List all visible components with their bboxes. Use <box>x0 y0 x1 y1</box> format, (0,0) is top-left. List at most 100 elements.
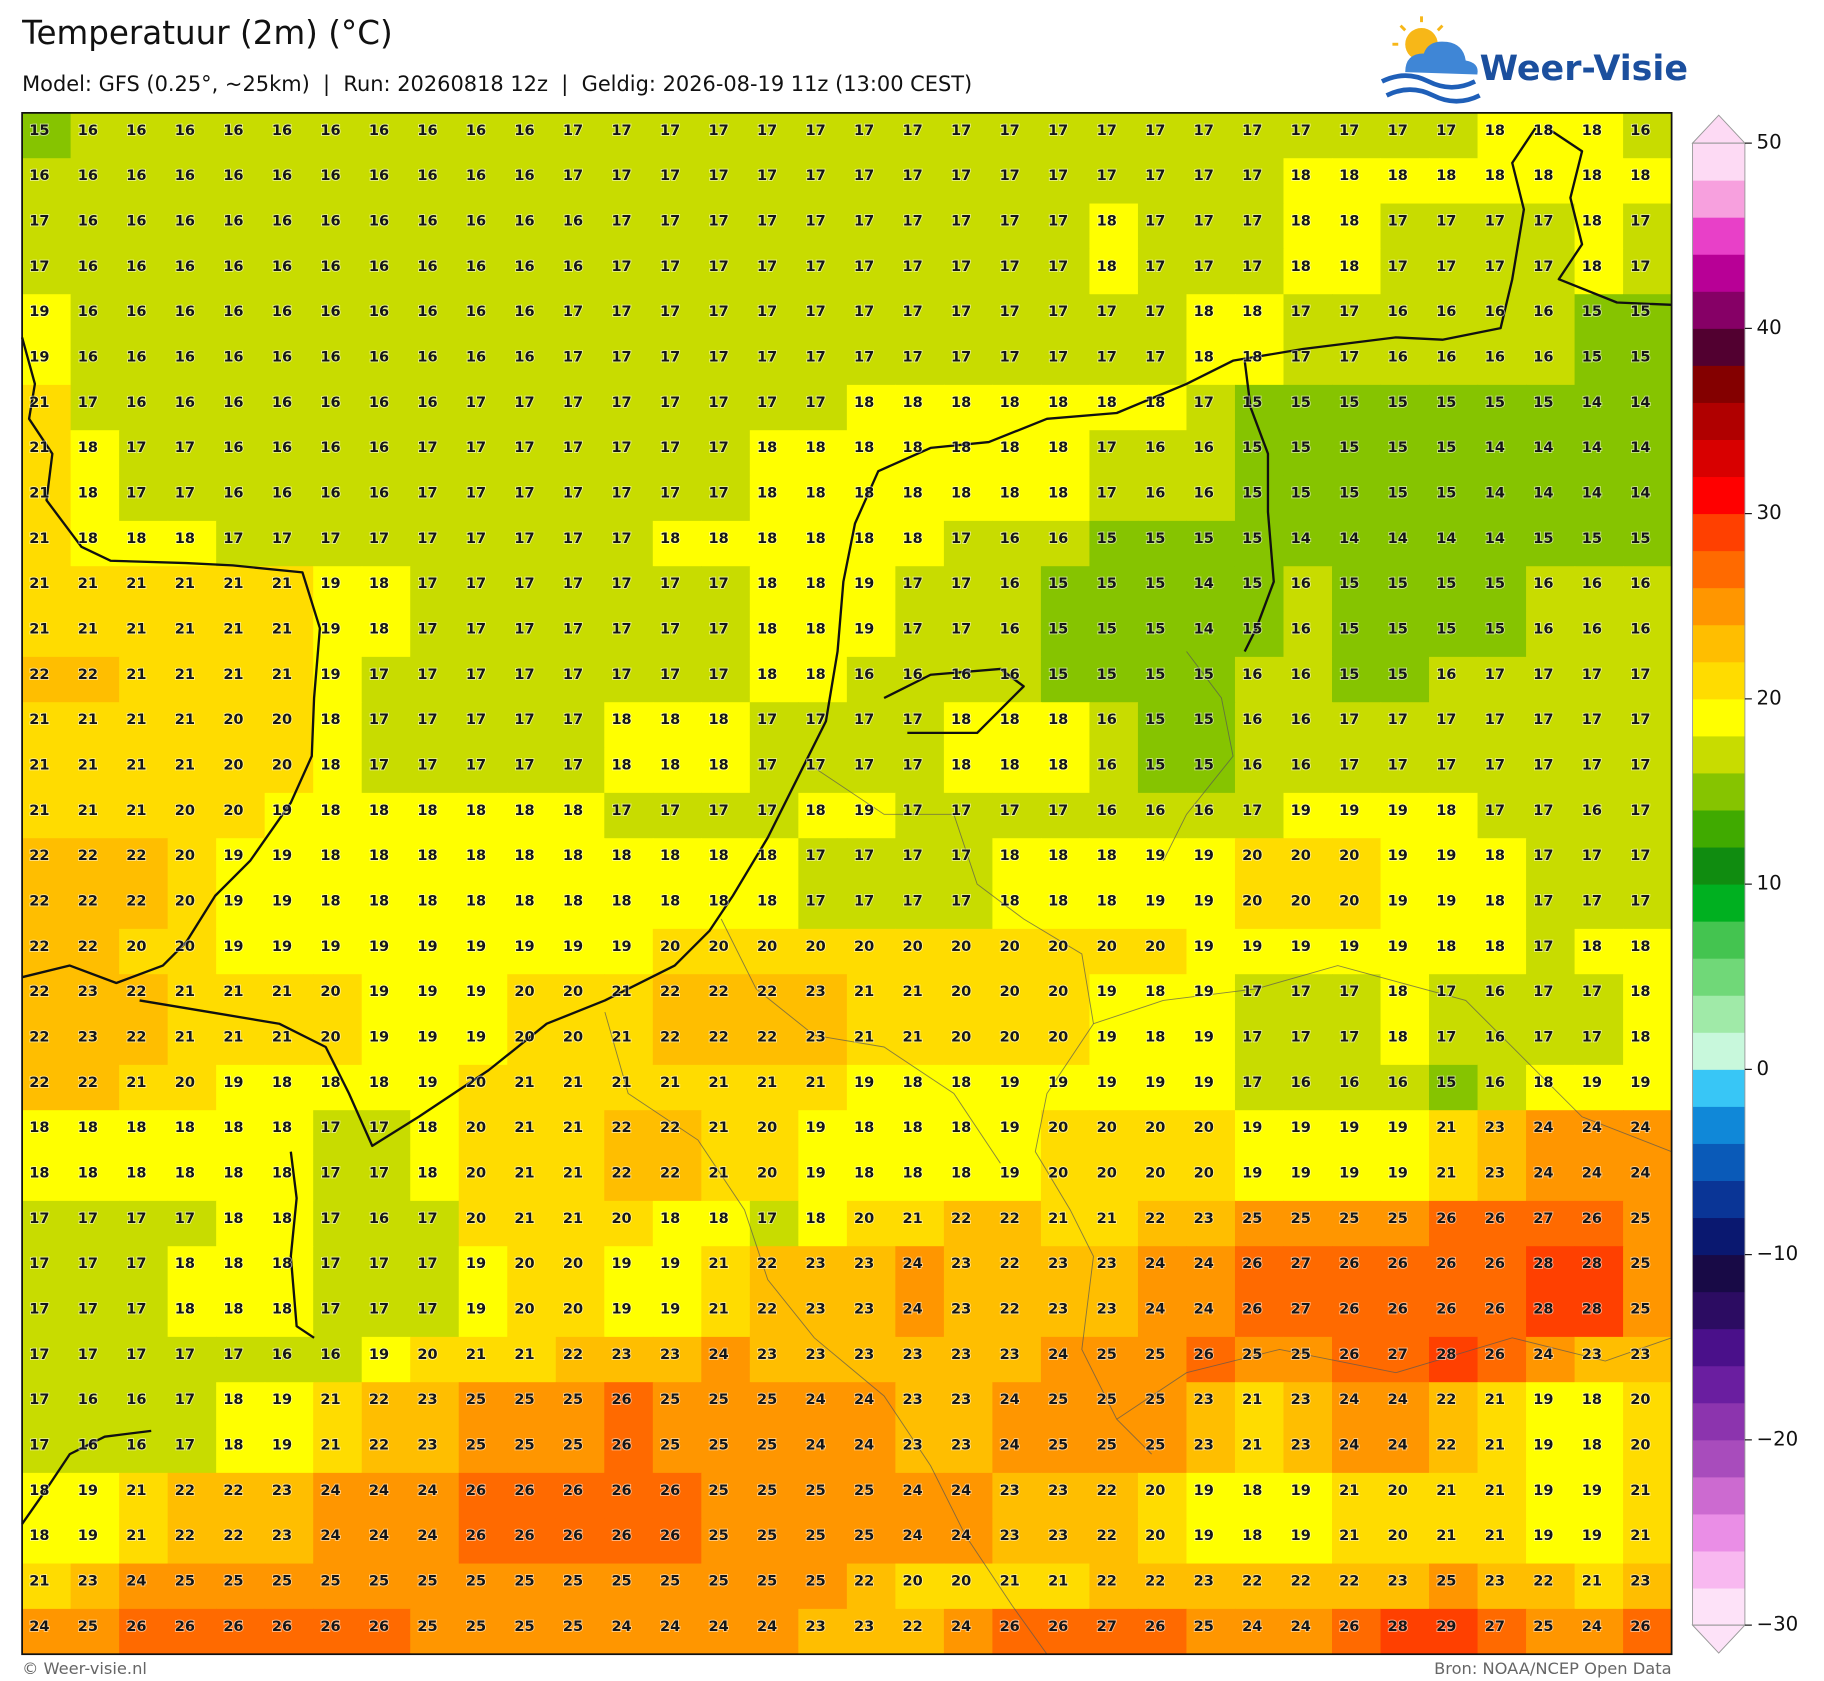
temperature-cell <box>507 339 557 386</box>
temperature-label: 26 <box>1630 1619 1650 1635</box>
temperature-cell <box>313 702 363 749</box>
temperature-label: 18 <box>1145 1030 1165 1046</box>
temperature-label: 17 <box>806 712 826 728</box>
temperature-label: 17 <box>757 304 777 320</box>
temperature-label: 17 <box>1242 803 1262 819</box>
temperature-cell <box>1137 611 1188 658</box>
temperature-cell <box>167 158 217 205</box>
temperature-cell <box>1332 656 1382 703</box>
temperature-label: 16 <box>1630 576 1650 592</box>
temperature-label: 16 <box>466 123 486 139</box>
temperature-label: 24 <box>903 1528 923 1544</box>
temperature-label: 22 <box>757 1302 777 1318</box>
temperature-cell <box>555 112 605 159</box>
temperature-label: 17 <box>806 395 826 411</box>
temperature-label: 15 <box>1436 486 1456 502</box>
temperature-label: 16 <box>1097 712 1117 728</box>
temperature-label: 18 <box>854 486 874 502</box>
temperature-cell <box>895 1064 945 1111</box>
temperature-label: 21 <box>1485 1528 1505 1544</box>
temperature-label: 15 <box>1388 622 1408 638</box>
temperature-label: 22 <box>126 1030 146 1046</box>
temperature-label: 19 <box>611 939 631 955</box>
temperature-label: 17 <box>1533 848 1553 864</box>
temperature-label: 23 <box>951 1347 971 1363</box>
temperature-label: 19 <box>272 1438 292 1454</box>
temperature-cell <box>798 883 848 930</box>
temperature-label: 17 <box>951 214 971 230</box>
temperature-cell <box>652 566 702 613</box>
temperature-label: 22 <box>757 1256 777 1272</box>
temperature-label: 19 <box>1388 894 1408 910</box>
temperature-cell <box>22 702 72 749</box>
temperature-label: 15 <box>1145 531 1165 547</box>
temperature-cell <box>1332 1064 1382 1111</box>
temperature-label: 21 <box>175 576 195 592</box>
temperature-label: 17 <box>126 1302 146 1318</box>
temperature-label: 16 <box>320 1347 340 1363</box>
temperature-label: 16 <box>320 486 340 502</box>
temperature-cell <box>1477 339 1527 386</box>
temperature-cell <box>507 158 557 205</box>
temperature-label: 19 <box>369 939 389 955</box>
temperature-cell <box>1574 656 1624 703</box>
temperature-label: 23 <box>854 1302 874 1318</box>
temperature-cell <box>555 928 605 975</box>
colorbar-extend-top <box>1691 114 1746 144</box>
temperature-label: 25 <box>806 1574 826 1590</box>
temperature-cell <box>1429 430 1479 477</box>
temperature-label: 24 <box>611 1619 631 1635</box>
temperature-cell <box>22 792 72 839</box>
temperature-label: 17 <box>660 622 680 638</box>
temperature-cell <box>1380 520 1430 567</box>
temperature-cell <box>798 203 848 250</box>
temperature-label: 17 <box>1145 304 1165 320</box>
temperature-cell <box>604 1110 654 1157</box>
temperature-label: 20 <box>951 984 971 1000</box>
temperature-label: 21 <box>757 1075 777 1091</box>
temperature-label: 17 <box>126 486 146 502</box>
colorbar-band <box>1692 365 1745 403</box>
temperature-label: 20 <box>272 758 292 774</box>
colorbar-band <box>1692 180 1745 218</box>
temperature-label: 19 <box>369 984 389 1000</box>
temperature-label: 21 <box>272 667 292 683</box>
temperature-label: 20 <box>223 803 243 819</box>
colorbar-band <box>1692 958 1745 996</box>
temperature-label: 17 <box>903 350 923 366</box>
temperature-label: 21 <box>1485 1483 1505 1499</box>
temperature-cell <box>1186 158 1236 205</box>
temperature-label: 16 <box>78 214 98 230</box>
temperature-label: 15 <box>1194 758 1214 774</box>
temperature-label: 22 <box>660 984 680 1000</box>
temperature-label: 18 <box>223 1211 243 1227</box>
temperature-label: 16 <box>126 350 146 366</box>
temperature-label: 19 <box>1582 1075 1602 1091</box>
temperature-label: 17 <box>611 486 631 502</box>
temperature-cell <box>1623 158 1673 205</box>
temperature-label: 18 <box>1533 168 1553 184</box>
temperature-label: 19 <box>29 304 49 320</box>
temperature-cell <box>119 158 169 205</box>
temperature-label: 18 <box>320 1075 340 1091</box>
temperature-cell <box>1477 974 1527 1021</box>
temperature-label: 25 <box>1533 1619 1553 1635</box>
temperature-label: 18 <box>757 848 777 864</box>
temperature-label: 26 <box>611 1438 631 1454</box>
temperature-label: 21 <box>175 758 195 774</box>
temperature-cell <box>1380 384 1430 431</box>
temperature-label: 25 <box>1145 1347 1165 1363</box>
temperature-cell <box>701 792 751 839</box>
temperature-label: 18 <box>1388 168 1408 184</box>
temperature-label: 17 <box>466 576 486 592</box>
temperature-label: 16 <box>223 214 243 230</box>
temperature-label: 17 <box>660 667 680 683</box>
temperature-cell <box>507 294 557 341</box>
temperature-cell <box>507 1019 557 1066</box>
temperature-label: 21 <box>1436 1120 1456 1136</box>
temperature-label: 18 <box>1000 712 1020 728</box>
temperature-label: 17 <box>369 1166 389 1182</box>
temperature-label: 16 <box>1485 1075 1505 1091</box>
temperature-label: 15 <box>1048 667 1068 683</box>
temperature-label: 23 <box>1048 1302 1068 1318</box>
